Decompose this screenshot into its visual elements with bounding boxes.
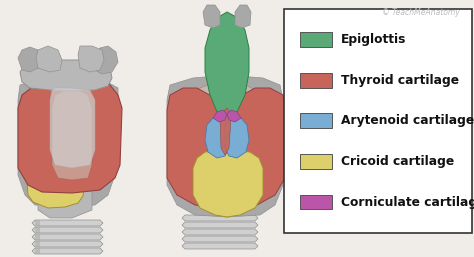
Polygon shape bbox=[32, 220, 103, 226]
Polygon shape bbox=[182, 222, 258, 228]
Polygon shape bbox=[27, 172, 84, 208]
Polygon shape bbox=[229, 88, 285, 208]
Polygon shape bbox=[95, 46, 118, 74]
Polygon shape bbox=[203, 5, 220, 28]
Polygon shape bbox=[32, 234, 103, 240]
Polygon shape bbox=[213, 110, 227, 122]
Polygon shape bbox=[182, 236, 258, 242]
Text: Epiglottis: Epiglottis bbox=[341, 33, 406, 46]
Polygon shape bbox=[193, 150, 263, 217]
Text: Arytenoid cartilages: Arytenoid cartilages bbox=[341, 114, 474, 127]
Text: Corniculate cartilages: Corniculate cartilages bbox=[341, 196, 474, 208]
Polygon shape bbox=[32, 241, 103, 247]
FancyBboxPatch shape bbox=[300, 154, 332, 169]
Polygon shape bbox=[18, 47, 40, 72]
Polygon shape bbox=[167, 75, 283, 217]
Text: Thyroid cartilage: Thyroid cartilage bbox=[341, 74, 459, 87]
FancyBboxPatch shape bbox=[300, 32, 332, 47]
Polygon shape bbox=[182, 243, 258, 249]
FancyBboxPatch shape bbox=[300, 73, 332, 88]
Polygon shape bbox=[193, 82, 260, 172]
Polygon shape bbox=[227, 110, 241, 122]
Polygon shape bbox=[182, 215, 258, 221]
Polygon shape bbox=[52, 90, 92, 180]
Polygon shape bbox=[225, 117, 249, 158]
Polygon shape bbox=[35, 248, 40, 254]
FancyBboxPatch shape bbox=[300, 113, 332, 128]
Polygon shape bbox=[167, 88, 223, 208]
Polygon shape bbox=[18, 75, 118, 207]
Polygon shape bbox=[35, 241, 40, 247]
FancyBboxPatch shape bbox=[300, 195, 332, 209]
Polygon shape bbox=[220, 108, 231, 155]
Polygon shape bbox=[35, 220, 40, 226]
Text: Cricoid cartilage: Cricoid cartilage bbox=[341, 155, 454, 168]
Polygon shape bbox=[38, 175, 92, 218]
Polygon shape bbox=[205, 12, 249, 118]
Polygon shape bbox=[32, 248, 103, 254]
Polygon shape bbox=[36, 46, 62, 72]
Polygon shape bbox=[18, 76, 122, 193]
Polygon shape bbox=[50, 88, 95, 168]
FancyBboxPatch shape bbox=[284, 9, 472, 233]
Polygon shape bbox=[35, 234, 40, 240]
Polygon shape bbox=[20, 60, 112, 91]
Polygon shape bbox=[78, 46, 104, 72]
Text: © TeachMeAnatomy: © TeachMeAnatomy bbox=[382, 8, 460, 17]
Polygon shape bbox=[235, 5, 251, 28]
Polygon shape bbox=[182, 229, 258, 235]
Polygon shape bbox=[35, 227, 40, 233]
Polygon shape bbox=[32, 227, 103, 233]
Polygon shape bbox=[205, 117, 229, 158]
